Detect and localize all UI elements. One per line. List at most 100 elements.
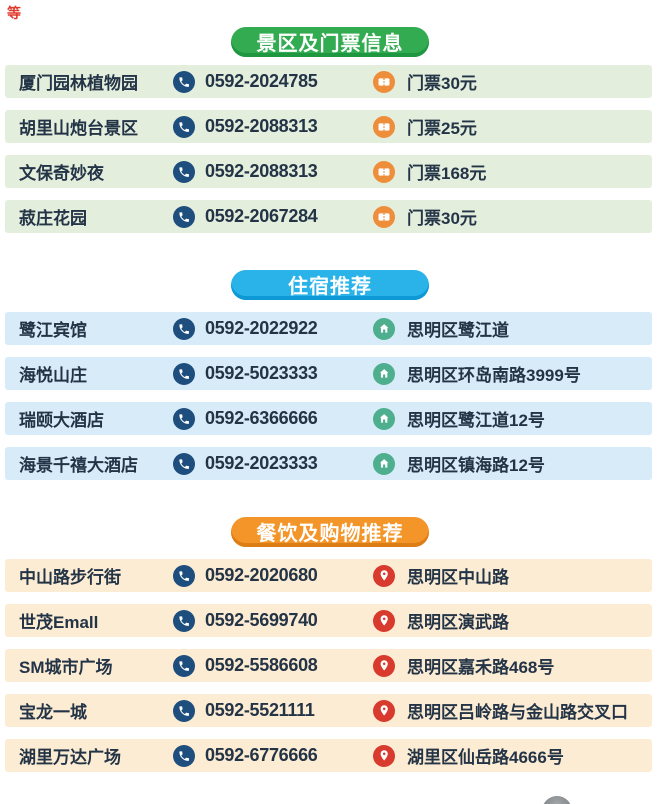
phone-icon (173, 70, 195, 93)
phone-number: 0592-2023333 (205, 453, 318, 473)
info-cell: 思明区镇海路12号 (373, 451, 652, 476)
info-text: 门票30元 (407, 74, 477, 93)
home-icon (373, 452, 395, 475)
section-header-pill: 景区及门票信息 (231, 27, 429, 57)
phone-icon (173, 452, 195, 475)
phone-cell: 0592-5699740 (173, 609, 373, 632)
info-cell: 思明区环岛南路3999号 (373, 361, 652, 386)
item-name: 菽庄花园 (19, 209, 87, 228)
phone-number: 0592-2088313 (205, 116, 318, 136)
location-pin-icon (373, 699, 395, 722)
sections: 景区及门票信息 厦门园林植物园 0592-2024785 (0, 27, 660, 772)
item-name: 宝龙一城 (19, 703, 87, 722)
info-cell: 湖里区仙岳路4666号 (373, 743, 652, 768)
phone-cell: 0592-2088313 (173, 160, 373, 183)
info-text: 思明区吕岭路与金山路交叉口 (407, 703, 628, 722)
item-name: 胡里山炮台景区 (19, 119, 138, 138)
table-row: 海悦山庄 0592-5023333 思明区环岛南路3999号 (5, 357, 652, 390)
phone-icon (173, 317, 195, 340)
section-rows: 厦门园林植物园 0592-2024785 门票30元 (0, 65, 660, 233)
item-name: 海景千禧大酒店 (19, 456, 138, 475)
section: 景区及门票信息 厦门园林植物园 0592-2024785 (0, 27, 660, 233)
info-text: 思明区中山路 (407, 568, 509, 587)
table-row: 瑞颐大酒店 0592-6366666 思明区鹭江道12号 (5, 402, 652, 435)
phone-number: 0592-5586608 (205, 655, 318, 675)
phone-cell: 0592-2067284 (173, 205, 373, 228)
item-name: 湖里万达广场 (19, 748, 121, 767)
section-title: 住宿推荐 (288, 275, 372, 298)
info-text: 思明区嘉禾路468号 (407, 658, 555, 677)
phone-icon (173, 407, 195, 430)
phone-cell: 0592-5521111 (173, 699, 373, 722)
info-cell: 思明区鹭江道 (373, 316, 652, 341)
section-title: 餐饮及购物推荐 (256, 522, 404, 545)
info-text: 思明区鹭江道12号 (407, 411, 545, 430)
info-cell: 思明区演武路 (373, 608, 652, 633)
info-text: 思明区演武路 (407, 613, 509, 632)
section-title: 景区及门票信息 (256, 32, 404, 55)
phone-cell: 0592-5023333 (173, 362, 373, 385)
table-row: SM城市广场 0592-5586608 思明区嘉禾路468号 (5, 649, 652, 682)
phone-cell: 0592-2023333 (173, 452, 373, 475)
phone-icon (173, 654, 195, 677)
table-row: 湖里万达广场 0592-6776666 湖里区仙岳路4666号 (5, 739, 652, 772)
table-row: 文保奇妙夜 0592-2088313 门票168元 (5, 155, 652, 188)
phone-icon (173, 609, 195, 632)
location-pin-icon (373, 744, 395, 767)
info-cell: 思明区吕岭路与金山路交叉口 (373, 698, 652, 723)
phone-icon (173, 699, 195, 722)
phone-icon (173, 160, 195, 183)
info-cell: 门票168元 (373, 159, 652, 184)
section: 餐饮及购物推荐 中山路步行街 0592-2020680 (0, 517, 660, 772)
item-name: 文保奇妙夜 (19, 164, 104, 183)
phone-cell: 0592-2022922 (173, 317, 373, 340)
home-icon (373, 317, 395, 340)
info-cell: 门票30元 (373, 204, 652, 229)
phone-cell: 0592-5586608 (173, 654, 373, 677)
location-pin-icon (373, 654, 395, 677)
watermark-text: 等 (7, 5, 21, 21)
phone-number: 0592-2067284 (205, 206, 318, 226)
item-name: 鹭江宾馆 (19, 321, 87, 340)
location-pin-icon (373, 609, 395, 632)
section-header-pill: 住宿推荐 (231, 270, 429, 300)
info-cell: 门票30元 (373, 69, 652, 94)
info-text: 湖里区仙岳路4666号 (407, 748, 564, 767)
phone-number: 0592-6366666 (205, 408, 318, 428)
phone-number: 0592-2020680 (205, 565, 318, 585)
table-row: 宝龙一城 0592-5521111 思明区吕岭路与金山路交叉口 (5, 694, 652, 727)
ticket-icon (373, 205, 395, 228)
info-text: 思明区镇海路12号 (407, 456, 545, 475)
phone-cell: 0592-6776666 (173, 744, 373, 767)
section-rows: 鹭江宾馆 0592-2022922 思明区鹭江道 (0, 312, 660, 480)
phone-number: 0592-5521111 (205, 700, 315, 720)
info-cell: 门票25元 (373, 114, 652, 139)
table-row: 海景千禧大酒店 0592-2023333 思明区镇海路12号 (5, 447, 652, 480)
item-name: 海悦山庄 (19, 366, 87, 385)
ticket-icon (373, 160, 395, 183)
phone-icon (173, 205, 195, 228)
phone-icon (173, 362, 195, 385)
info-text: 门票168元 (407, 164, 487, 183)
phone-number: 0592-2024785 (205, 71, 318, 91)
info-text: 门票30元 (407, 209, 477, 228)
table-row: 菽庄花园 0592-2067284 门票30元 (5, 200, 652, 233)
section: 住宿推荐 鹭江宾馆 0592-2022922 (0, 270, 660, 480)
table-row: 中山路步行街 0592-2020680 思明区中山路 (5, 559, 652, 592)
info-cell: 思明区中山路 (373, 563, 652, 588)
phone-number: 0592-6776666 (205, 745, 318, 765)
phone-icon (173, 564, 195, 587)
phone-cell: 0592-2088313 (173, 115, 373, 138)
section-header-pill: 餐饮及购物推荐 (231, 517, 429, 547)
floating-button-partial[interactable] (542, 796, 572, 804)
phone-cell: 0592-2024785 (173, 70, 373, 93)
item-name: 瑞颐大酒店 (19, 411, 104, 430)
phone-number: 0592-5699740 (205, 610, 318, 630)
item-name: 世茂Emall (19, 613, 99, 632)
table-row: 胡里山炮台景区 0592-2088313 门票25元 (5, 110, 652, 143)
phone-cell: 0592-6366666 (173, 407, 373, 430)
ticket-icon (373, 70, 395, 93)
phone-number: 0592-2088313 (205, 161, 318, 181)
ticket-icon (373, 115, 395, 138)
